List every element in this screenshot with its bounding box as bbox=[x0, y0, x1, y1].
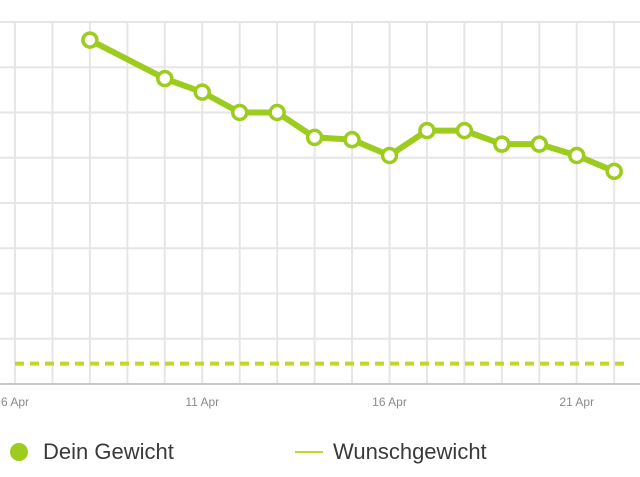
weight-point[interactable] bbox=[568, 146, 586, 165]
weight-point[interactable] bbox=[455, 121, 474, 140]
weight-point[interactable] bbox=[193, 83, 211, 101]
weight-point[interactable] bbox=[156, 69, 174, 88]
weight-point[interactable] bbox=[305, 128, 324, 147]
weight-point[interactable] bbox=[493, 135, 511, 153]
legend-item-weight[interactable]: Dein Gewicht bbox=[10, 436, 174, 468]
legend-item-target[interactable]: Wunschgewicht bbox=[295, 436, 487, 468]
weight-chart: 6 Apr 11 Apr 16 Apr 21 Apr bbox=[0, 21, 640, 409]
x-tick-label: 6 Apr bbox=[1, 395, 29, 409]
x-axis-ticks: 6 Apr 11 Apr 16 Apr 21 Apr bbox=[1, 395, 594, 409]
weight-point[interactable] bbox=[530, 135, 549, 153]
chart-legend: Dein Gewicht Wunschgewicht bbox=[0, 430, 640, 474]
weight-point[interactable] bbox=[268, 103, 286, 122]
weight-point[interactable] bbox=[605, 162, 623, 181]
x-tick-label: 21 Apr bbox=[559, 395, 594, 409]
legend-label-target: Wunschgewicht bbox=[333, 439, 487, 464]
weight-series bbox=[81, 31, 623, 181]
x-tick-label: 11 Apr bbox=[185, 395, 219, 409]
weight-point[interactable] bbox=[418, 121, 436, 140]
weight-point[interactable] bbox=[81, 31, 99, 49]
chart-grid bbox=[0, 21, 640, 385]
x-tick-label: 16 Apr bbox=[372, 395, 407, 409]
legend-line-icon bbox=[295, 451, 323, 453]
weight-point[interactable] bbox=[230, 103, 249, 122]
weight-point[interactable] bbox=[343, 130, 361, 149]
legend-dot-icon bbox=[10, 443, 28, 461]
weight-point[interactable] bbox=[380, 146, 399, 165]
legend-label-weight: Dein Gewicht bbox=[43, 439, 174, 464]
